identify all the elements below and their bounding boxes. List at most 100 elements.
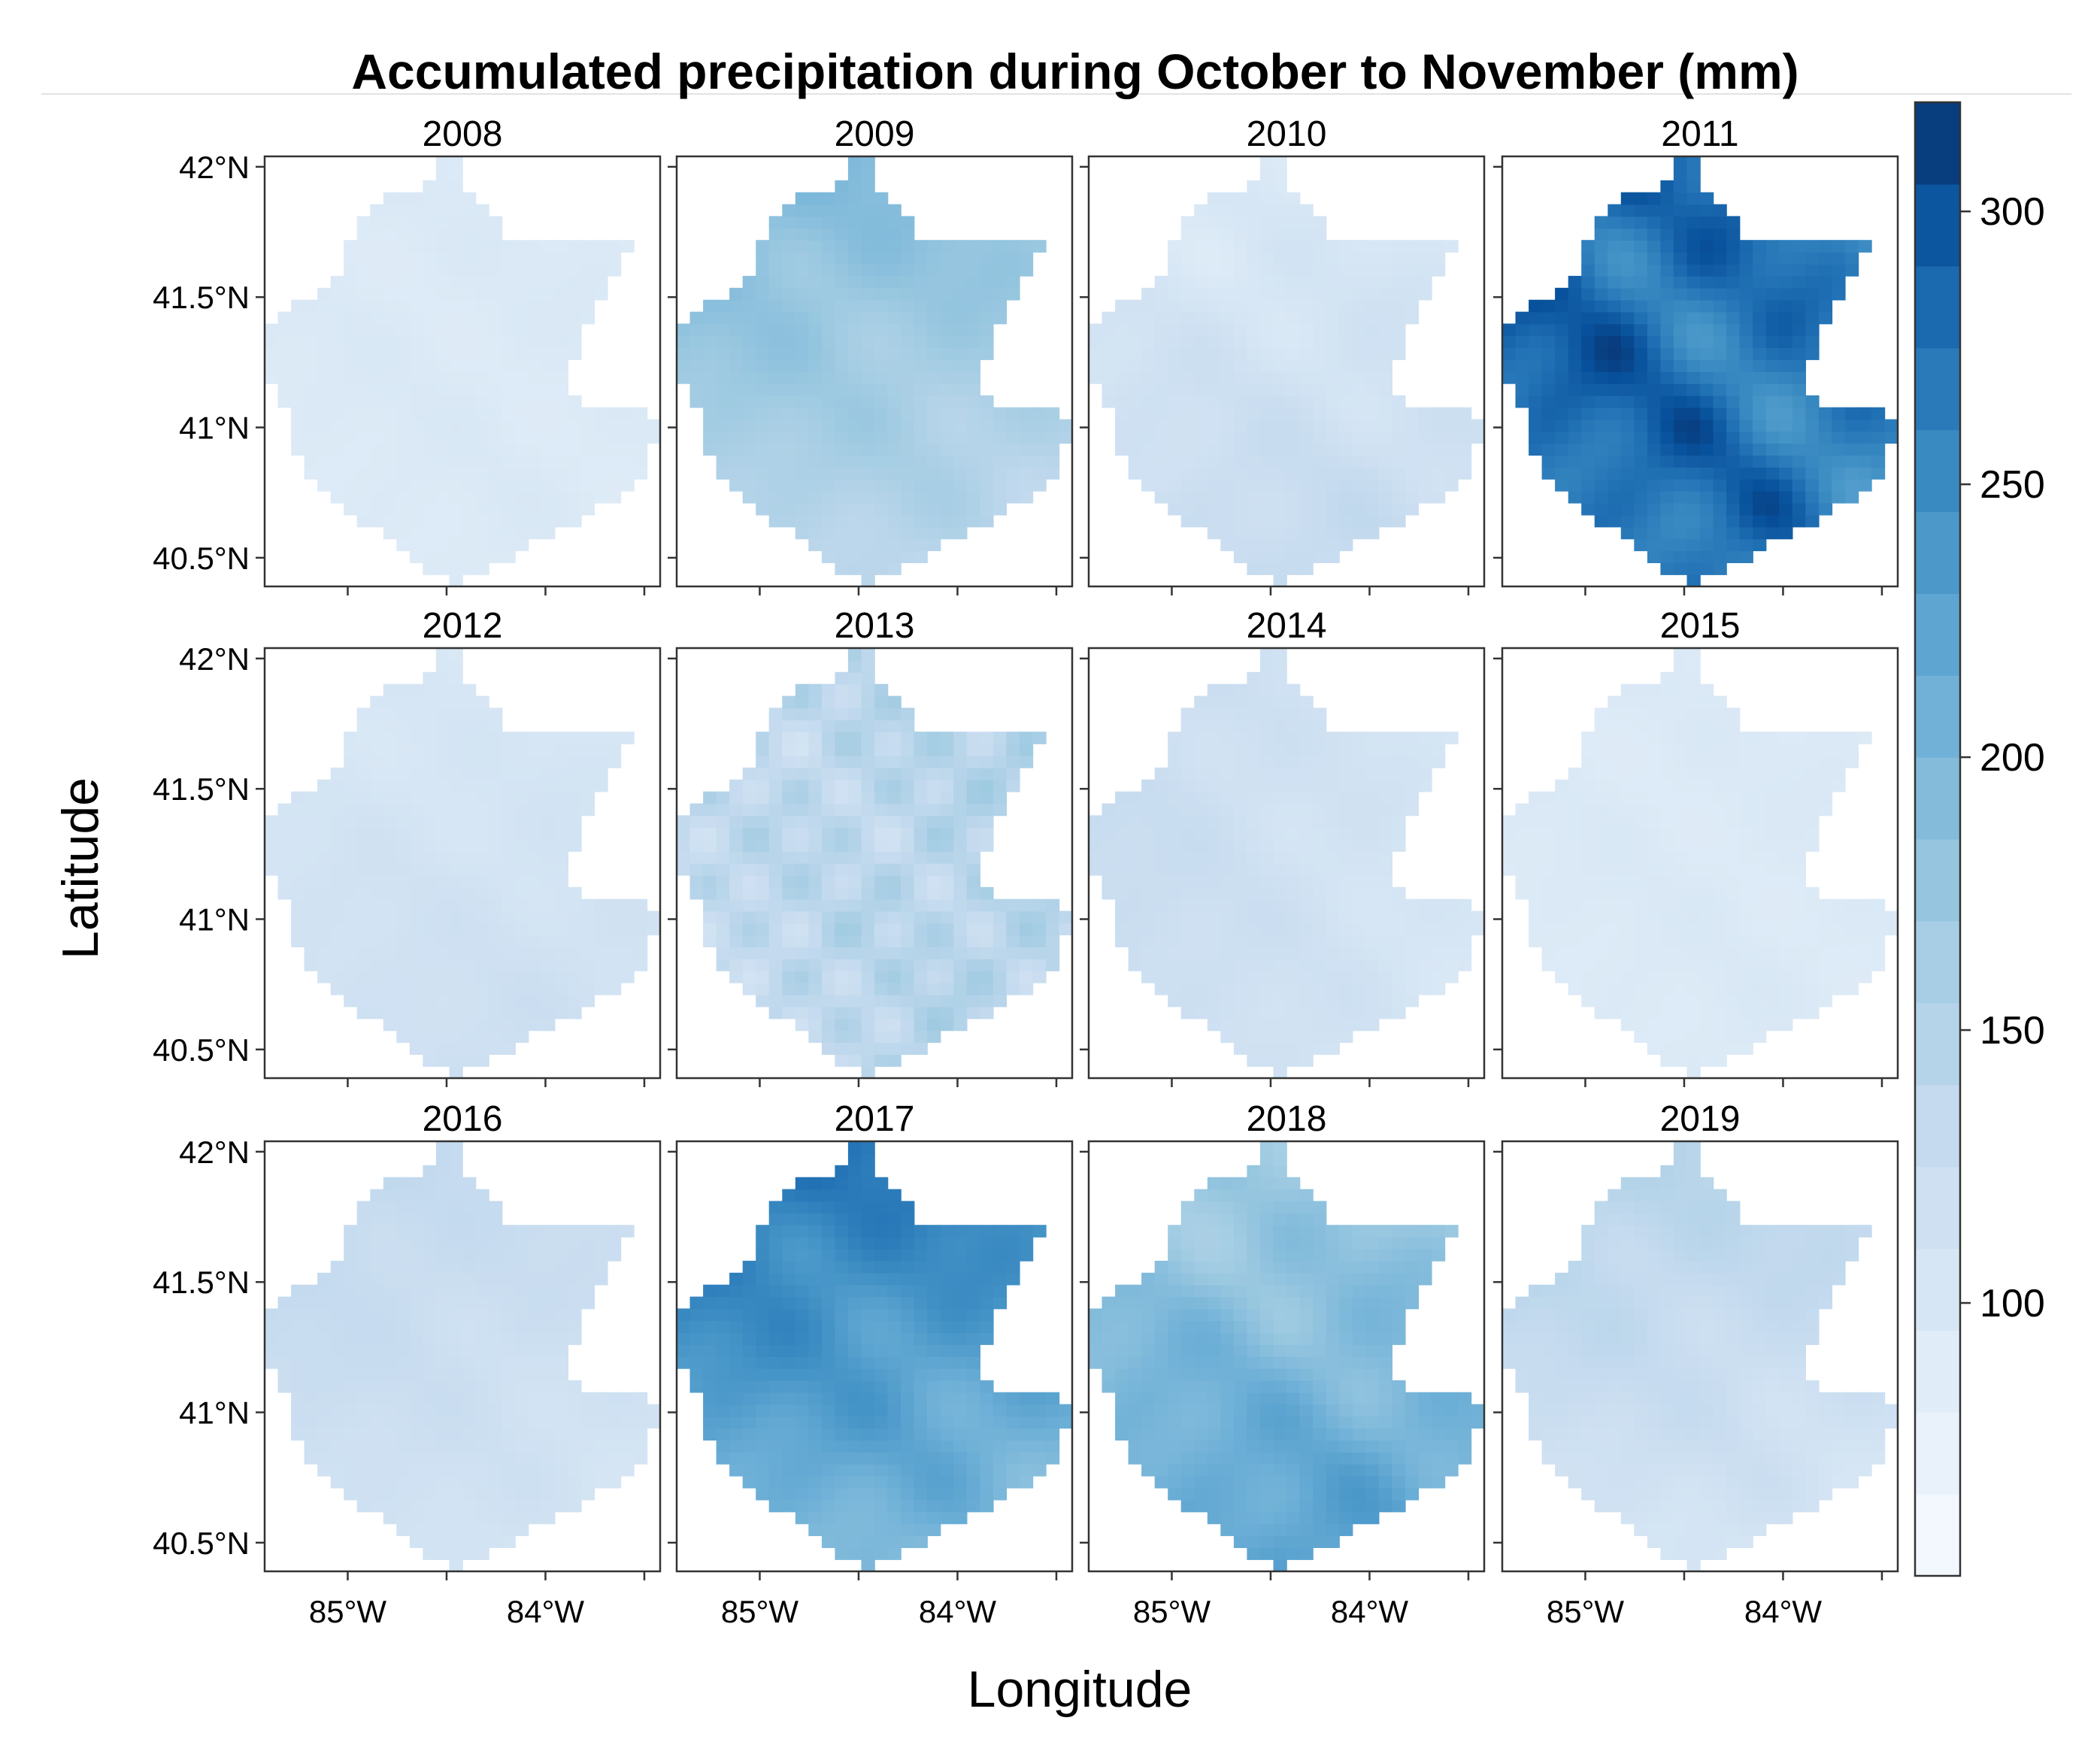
- precip-cell: [1634, 443, 1648, 456]
- precip-cell: [1006, 455, 1020, 468]
- precip-cell: [808, 514, 823, 528]
- precip-cell: [568, 431, 582, 444]
- precip-cell: [1832, 287, 1846, 301]
- precip-cell: [1102, 851, 1116, 864]
- precip-cell: [1019, 910, 1034, 924]
- precip-cell: [277, 311, 292, 325]
- precip-cell: [1168, 264, 1182, 277]
- precip-cell: [344, 863, 358, 876]
- precip-cell: [1700, 923, 1714, 936]
- precip-cell: [1805, 467, 1820, 480]
- precip-cell: [992, 252, 1008, 265]
- precip-cell: [1128, 419, 1142, 432]
- precip-cell: [594, 959, 608, 971]
- precip-cell: [1194, 479, 1208, 492]
- precip-cell: [1115, 395, 1129, 408]
- precip-cell: [502, 910, 516, 924]
- precip-cell: [1299, 228, 1314, 241]
- precip-cell: [1541, 419, 1556, 432]
- precip-cell: [554, 898, 568, 912]
- precip-cell: [1259, 1006, 1274, 1019]
- precip-cell: [1634, 720, 1648, 732]
- precip-cell: [782, 827, 796, 840]
- precip-cell: [782, 299, 796, 313]
- precip-cell: [1154, 803, 1168, 816]
- precip-cell: [1686, 275, 1701, 289]
- precip-cell: [620, 443, 635, 456]
- precip-cell: [475, 467, 489, 480]
- precip-cell: [1286, 323, 1301, 337]
- precip-cell: [1647, 947, 1662, 959]
- precip-cell: [1792, 455, 1806, 468]
- precip-cell: [1594, 935, 1608, 947]
- precip-cell: [1792, 335, 1806, 348]
- precip-cell: [966, 874, 980, 888]
- precip-cell: [835, 180, 849, 193]
- precip-cell: [1594, 959, 1608, 971]
- precip-cell: [383, 971, 398, 983]
- precip-cell: [1273, 791, 1287, 804]
- precip-cell: [1273, 264, 1287, 277]
- precip-cell: [1792, 252, 1806, 265]
- precip-cell: [330, 407, 344, 420]
- precip-cell: [940, 311, 954, 325]
- precip-cell: [847, 732, 862, 744]
- precip-cell: [370, 1006, 384, 1019]
- precip-cell: [1326, 910, 1340, 924]
- precip-cell: [756, 959, 770, 971]
- precip-cell: [1128, 947, 1142, 959]
- precip-cell: [409, 490, 424, 504]
- precip-cell: [462, 252, 477, 265]
- precip-cell: [1233, 886, 1248, 900]
- precip-cell: [1059, 419, 1073, 432]
- precip-cell: [1431, 744, 1446, 756]
- precip-cell: [1365, 910, 1380, 924]
- precip-cell: [409, 1042, 424, 1055]
- precip-cell: [1673, 756, 1688, 768]
- precip-cell: [1581, 275, 1595, 289]
- precip-cell: [1568, 479, 1582, 492]
- precip-cell: [1313, 479, 1327, 492]
- precip-cell: [1168, 431, 1182, 444]
- precip-cell: [1713, 407, 1727, 420]
- precip-cell: [1739, 502, 1753, 516]
- precip-cell: [620, 431, 635, 444]
- precip-cell: [1247, 779, 1261, 792]
- precip-cell: [330, 311, 344, 325]
- precip-cell: [795, 347, 810, 360]
- precip-cell: [1700, 971, 1714, 983]
- precip-cell: [1647, 550, 1662, 563]
- precip-cell: [344, 923, 358, 936]
- precip-cell: [1392, 335, 1406, 348]
- precip-cell: [1739, 490, 1753, 504]
- precip-cell: [1128, 923, 1142, 936]
- precip-cell: [541, 359, 556, 372]
- precip-cell: [847, 228, 862, 241]
- precip-cell: [489, 959, 503, 971]
- precip-cell: [847, 526, 862, 540]
- precip-cell: [489, 791, 503, 804]
- precip-cell: [1154, 407, 1168, 420]
- precip-cell: [768, 947, 783, 959]
- precip-cell: [1168, 419, 1182, 432]
- precip-cell: [887, 419, 902, 432]
- precip-cell: [1128, 863, 1142, 876]
- precip-cell: [966, 886, 980, 900]
- precip-cell: [1313, 252, 1327, 265]
- precip-cell: [528, 947, 542, 959]
- precip-cell: [821, 490, 836, 504]
- precip-cell: [1608, 335, 1622, 348]
- precip-cell: [901, 526, 915, 540]
- precip-cell: [1541, 874, 1556, 888]
- precip-cell: [1620, 467, 1635, 480]
- precip-cell: [1765, 240, 1780, 253]
- precip-cell: [835, 756, 849, 768]
- precip-cell: [927, 347, 941, 360]
- precip-cell: [1220, 803, 1235, 816]
- precip-cell: [874, 335, 889, 348]
- precip-cell: [861, 574, 875, 587]
- precip-cell: [568, 490, 582, 504]
- precip-cell: [1220, 863, 1235, 876]
- precip-cell: [435, 1054, 450, 1067]
- precip-cell: [462, 371, 477, 384]
